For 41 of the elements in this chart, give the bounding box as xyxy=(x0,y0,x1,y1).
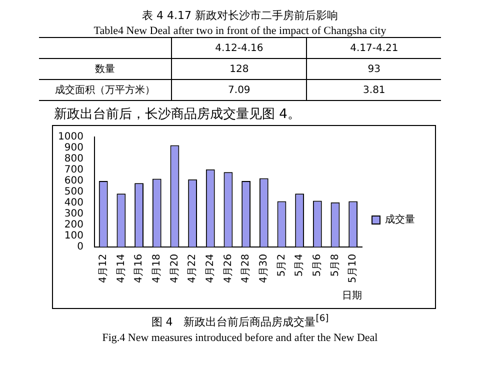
x-tick-label: 5月10 xyxy=(348,254,359,284)
x-tick-label: 4月20 xyxy=(169,254,180,284)
y-tick-label: 0 xyxy=(77,242,84,253)
x-tick-label: 4月26 xyxy=(222,254,234,284)
x-tick-label: 4月22 xyxy=(187,254,198,284)
y-tick-label: 200 xyxy=(64,220,84,231)
y-tick-label: 500 xyxy=(64,186,84,198)
text: 7.09 xyxy=(172,80,307,100)
text: 图 4 新政出台前后商品房成交量$^{[6]}$ xyxy=(150,313,330,330)
x-axis-title: 日期 xyxy=(342,290,362,302)
text: 4.12-4.16 xyxy=(172,38,307,58)
x-tick-label: 4月14 xyxy=(116,254,127,284)
y-tick-label: 700 xyxy=(64,164,84,176)
y-tick-label: 400 xyxy=(64,198,84,209)
x-tick-label: 5月6 xyxy=(312,254,323,277)
x-tick-label: 4月16 xyxy=(134,254,145,284)
legend-label: 成交量 xyxy=(385,214,415,226)
x-tick-label: 4月12 xyxy=(98,254,109,284)
text: 128 xyxy=(172,58,307,80)
text: Table4 New Deal after two in front of the impact of Changsha city xyxy=(92,25,388,37)
x-tick-label: 4月28 xyxy=(240,254,252,284)
x-tick-label: 4月30 xyxy=(258,254,270,284)
text: 数量 xyxy=(39,58,172,80)
text: 93 xyxy=(306,58,441,80)
text: 4.17-4.21 xyxy=(306,38,441,58)
x-tick-label: 5月2 xyxy=(276,254,288,277)
text: 表 4 4.17 新政对长沙市二手房前后影响 xyxy=(141,8,339,23)
text: 新政出台前后，长沙商品房成交量见图 4。 xyxy=(54,106,302,123)
x-tick-label: 5月4 xyxy=(294,254,306,277)
caption: Fig.4 New measures introduced before and after the New Deal xyxy=(101,332,379,344)
x-tick-label: 5月8 xyxy=(330,254,341,277)
y-tick-label: 900 xyxy=(64,142,84,154)
y-tick-label: 100 xyxy=(64,230,84,242)
text: 成交面积（万平方米） xyxy=(39,80,172,100)
y-tick-label: 300 xyxy=(64,208,84,220)
y-tick-label: 1000 xyxy=(58,132,84,143)
x-tick-label: 4月24 xyxy=(204,254,216,284)
text: 3.81 xyxy=(306,80,441,100)
y-tick-label: 800 xyxy=(64,154,84,165)
x-tick-label: 4月18 xyxy=(151,254,162,284)
y-tick-label: 600 xyxy=(64,176,84,187)
